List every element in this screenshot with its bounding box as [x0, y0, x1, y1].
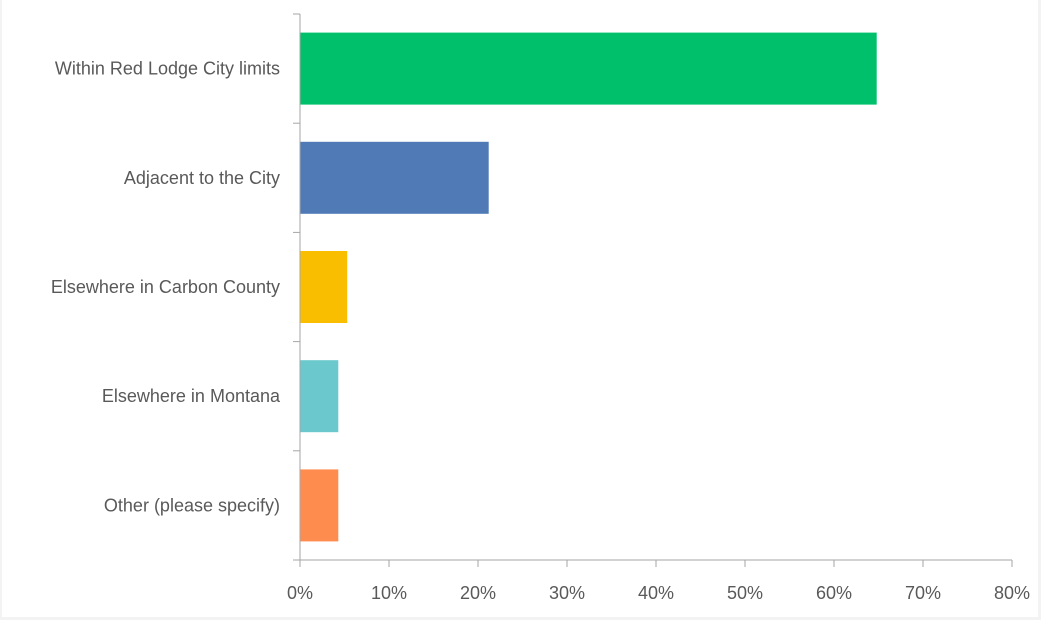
category-label: Elsewhere in Montana — [102, 386, 281, 406]
x-tick-label: 40% — [638, 583, 674, 603]
x-tick-label: 10% — [371, 583, 407, 603]
x-tick-label: 70% — [905, 583, 941, 603]
bar-1 — [300, 32, 877, 105]
category-labels: Within Red Lodge City limits Adjacent to … — [51, 59, 281, 516]
category-label: Within Red Lodge City limits — [55, 59, 280, 79]
x-tick-label: 60% — [816, 583, 852, 603]
x-tick-label: 20% — [460, 583, 496, 603]
bar-4 — [300, 360, 339, 433]
x-tick-label: 80% — [994, 583, 1030, 603]
bar-5 — [300, 469, 339, 542]
bar-3 — [300, 251, 348, 323]
x-tick-label: 0% — [287, 583, 313, 603]
x-tick-labels: 0% 10% 20% 30% 40% 50% 60% 70% 80% — [287, 583, 1030, 603]
x-tick-label: 50% — [727, 583, 763, 603]
category-label: Other (please specify) — [104, 495, 280, 515]
x-tick-label: 30% — [549, 583, 585, 603]
axes — [293, 13, 1013, 567]
category-label: Elsewhere in Carbon County — [51, 277, 280, 297]
bar-2 — [300, 141, 489, 214]
bars-group — [300, 32, 877, 542]
category-label: Adjacent to the City — [124, 168, 280, 188]
